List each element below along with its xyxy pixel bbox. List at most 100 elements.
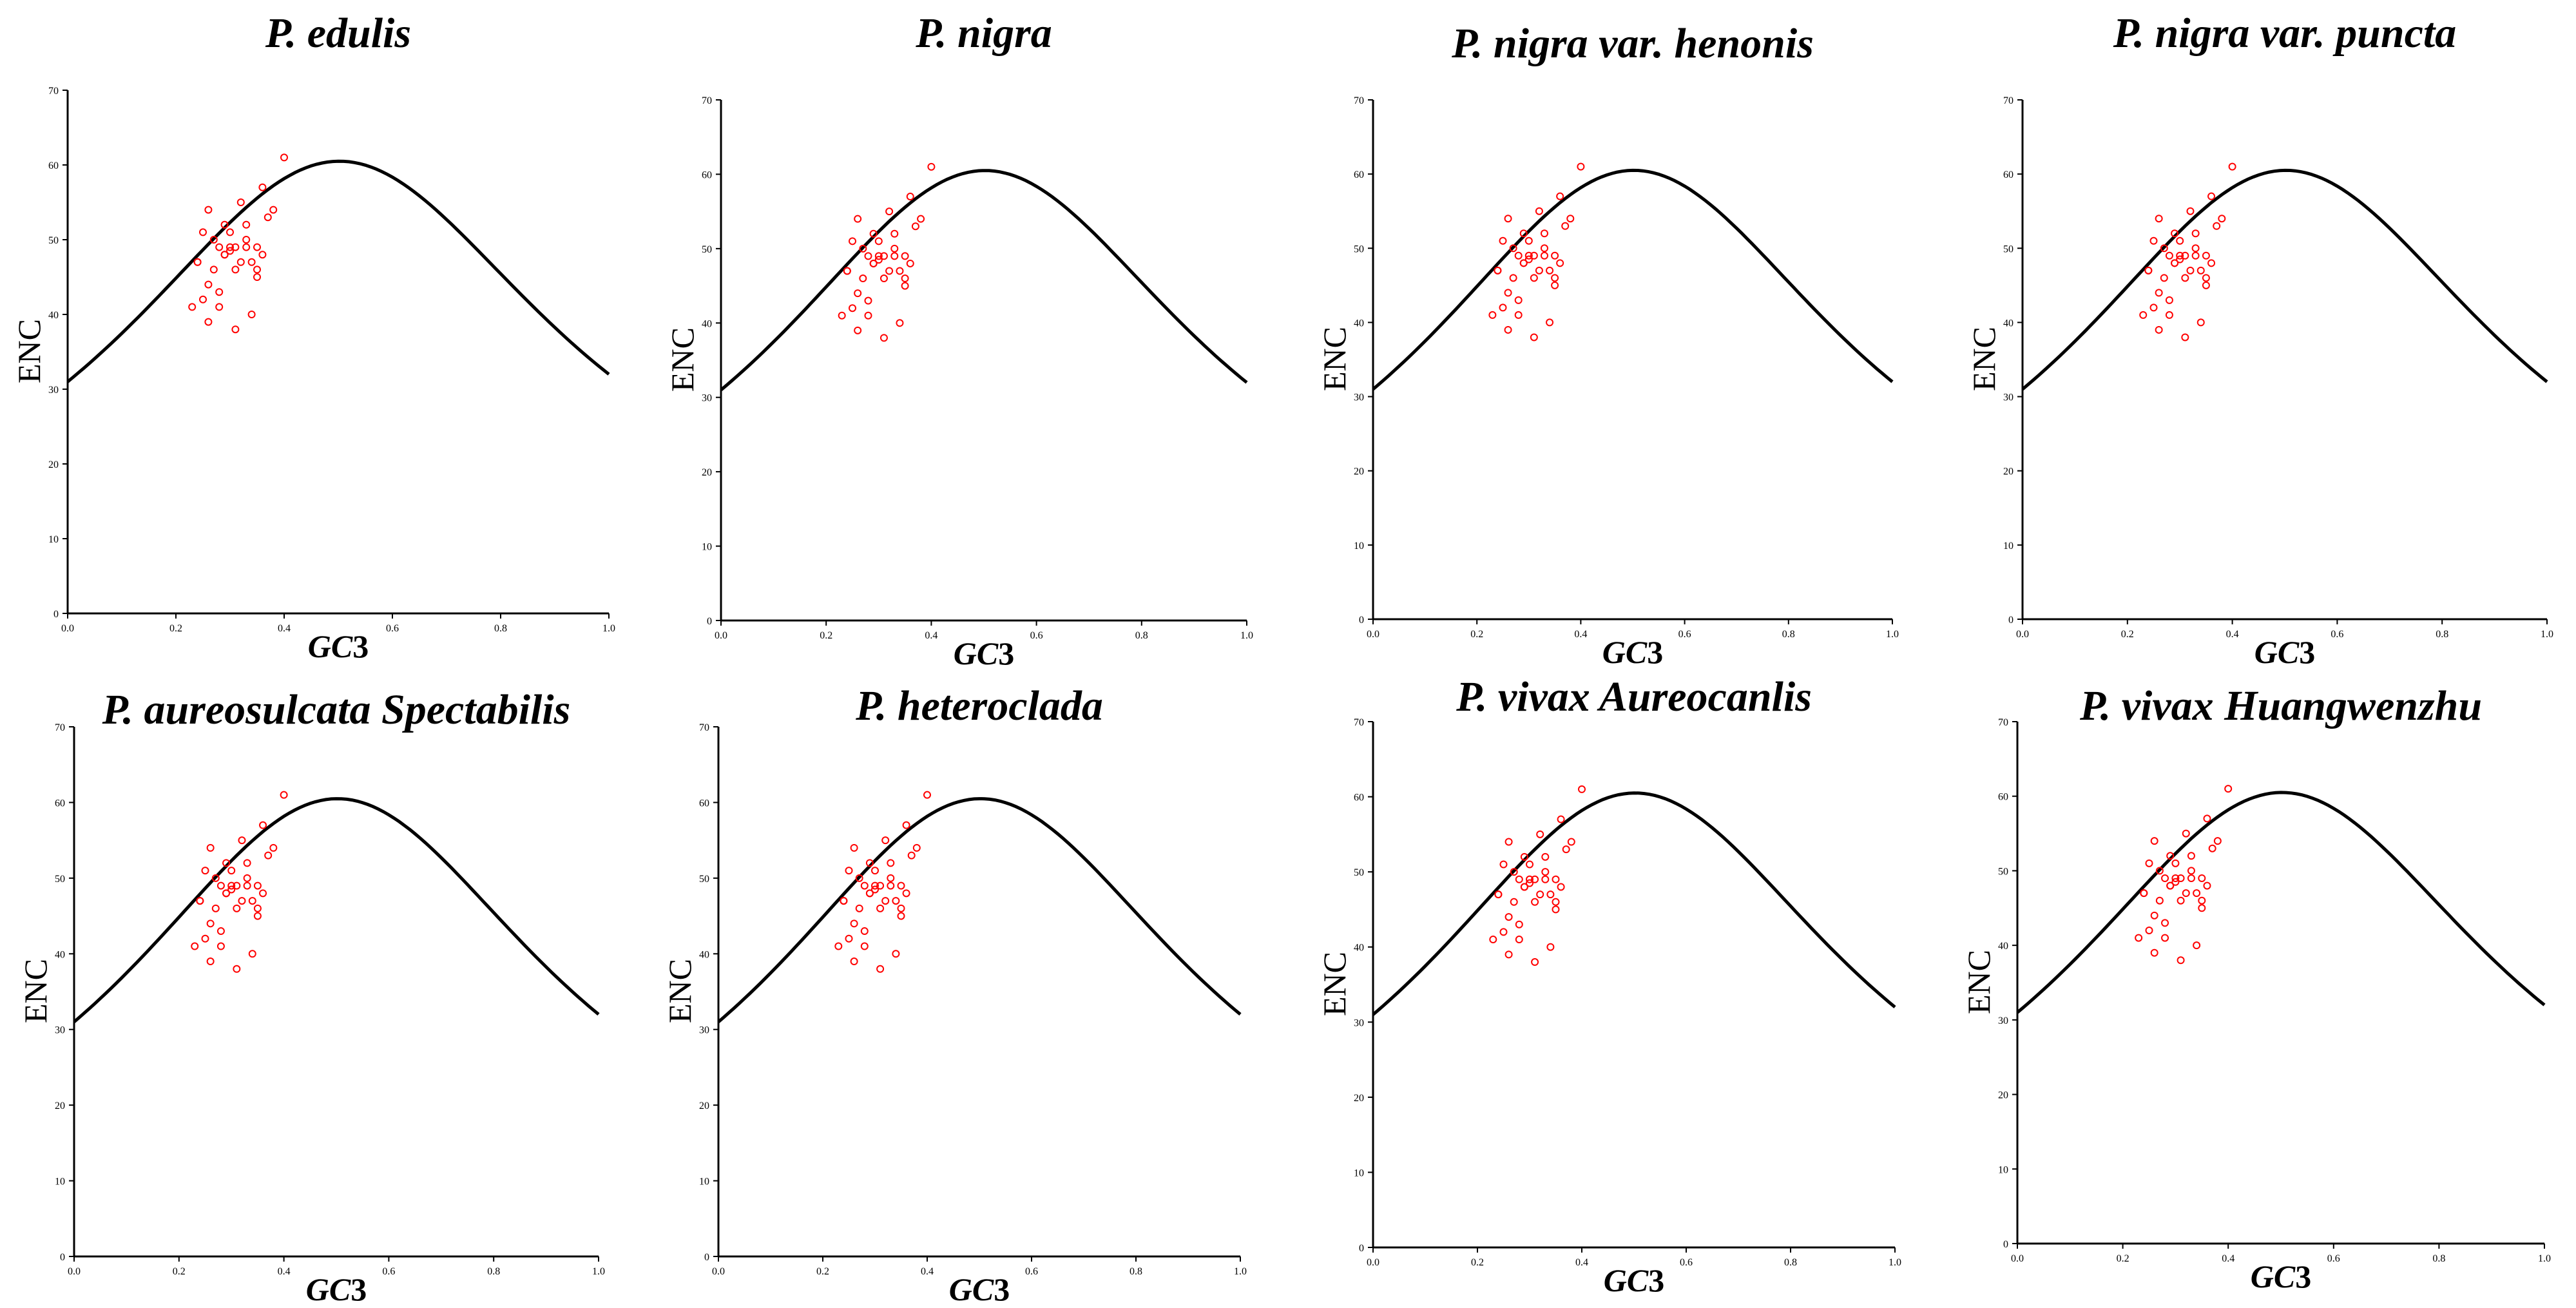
data-point [1535, 266, 1543, 274]
x-tick-label: 1.0 [2541, 629, 2553, 640]
data-point [2198, 896, 2206, 905]
x-tick-label: 0.0 [715, 630, 727, 641]
data-point [871, 867, 879, 875]
y-tick-label: 0 [53, 609, 59, 620]
y-tick-label: 40 [699, 949, 709, 960]
data-point [1504, 325, 1512, 334]
data-point [258, 251, 267, 259]
x-tick-label: 0.2 [1471, 1257, 1484, 1268]
x-tick-label: 0.6 [2331, 629, 2343, 640]
y-tick-label: 70 [702, 95, 712, 106]
data-point [1524, 251, 1533, 260]
data-point [243, 859, 251, 867]
x-tick-label: 0.4 [2226, 629, 2239, 640]
chart-title: P. aureosulcata Spectabilis [102, 686, 571, 733]
data-point [231, 265, 240, 274]
data-point [1514, 296, 1523, 304]
x-tick-label: 0.2 [2117, 1253, 2129, 1264]
data-point [874, 256, 883, 264]
data-point [227, 881, 236, 890]
expected-enc-curve [720, 169, 1248, 392]
data-point [2181, 251, 2189, 260]
data-point [1535, 207, 1543, 215]
scatter-plot: 0.0 0.2 0.4 0.6 0.8 1.0 0 10 20 30 40 50 60 70 [2003, 95, 2553, 640]
expected-enc-curve [66, 159, 610, 383]
data-point [887, 859, 895, 867]
data-point [892, 950, 900, 958]
data-point [2150, 948, 2158, 957]
y-tick-label: 70 [699, 722, 709, 733]
x-axis-label-gc: GC [948, 1271, 994, 1307]
y-tick-label: 50 [2003, 244, 2014, 255]
data-point [215, 288, 224, 296]
x-tick-label: 0.4 [921, 1266, 934, 1277]
data-point [1519, 259, 1528, 267]
y-tick-label: 10 [55, 1177, 65, 1188]
y-axis-label: ENC [662, 959, 698, 1023]
data-point [881, 836, 890, 845]
data-point [226, 228, 234, 236]
x-tick-label: 0.0 [68, 1266, 81, 1277]
data-point [854, 289, 862, 298]
data-point [206, 843, 215, 852]
y-tick-label: 40 [1354, 943, 1364, 954]
x-tick-label: 0.2 [816, 1266, 829, 1277]
data-point [1504, 950, 1513, 959]
data-point [233, 904, 241, 912]
data-point [2155, 289, 2163, 297]
x-tick-label: 0.6 [1680, 1257, 1693, 1268]
data-point [859, 244, 867, 253]
x-axis-label-gc: GC [1603, 1262, 1649, 1298]
data-point [911, 222, 919, 231]
data-point [209, 236, 218, 244]
data-point [2202, 251, 2210, 260]
x-tick-label: 0.2 [2121, 629, 2134, 640]
data-point [259, 889, 267, 898]
y-tick-label: 30 [702, 393, 712, 404]
x-axis-label-suffix: 3 [1647, 634, 1664, 670]
data-point [206, 919, 215, 928]
data-point [231, 243, 240, 251]
chart-title: P. nigra [916, 10, 1052, 57]
x-axis-label: GC3 [2023, 633, 2547, 671]
y-tick-label: 60 [1998, 792, 2008, 803]
data-point [2155, 215, 2163, 223]
y-tick-label: 50 [48, 235, 59, 246]
x-tick-label: 0.4 [2222, 1253, 2235, 1264]
data-point [209, 265, 218, 274]
data-point [869, 229, 878, 238]
data-point [1578, 785, 1586, 793]
data-point [227, 885, 236, 894]
data-point [1504, 838, 1513, 846]
data-point [1557, 815, 1565, 823]
data-point [2166, 852, 2175, 860]
y-tick-label: 60 [1354, 169, 1364, 180]
y-tick-label: 70 [48, 86, 59, 97]
x-axis-label-gc: GC [1602, 634, 1648, 670]
chart-panel-7: P. vivax Aureocanlis 0.0 0.2 0.4 0.6 0.8 1.0 0 1… [1289, 653, 1933, 1307]
data-point [845, 867, 853, 875]
y-tick-label: 30 [1354, 1017, 1364, 1028]
data-point [850, 843, 858, 852]
y-tick-label: 50 [1998, 866, 2008, 877]
data-point [2187, 874, 2195, 882]
data-point [2166, 881, 2175, 890]
x-tick-label: 0.8 [487, 1266, 500, 1277]
data-point [874, 237, 883, 245]
data-point [253, 904, 262, 912]
chart-title: P. heteroclada [856, 682, 1103, 729]
data-point [1494, 890, 1503, 899]
data-point [2177, 956, 2185, 965]
y-axis-label: ENC [11, 319, 47, 383]
data-point [1510, 898, 1518, 906]
chart-title: P. nigra var. puncta [2113, 10, 2457, 57]
data-point [220, 251, 229, 259]
data-point [896, 319, 904, 327]
data-point [2155, 867, 2164, 875]
data-point [1551, 274, 1559, 282]
x-tick-label: 0.8 [1784, 1257, 1797, 1268]
data-point [1514, 251, 1523, 260]
chart-panel-8: P. vivax Huangwenzhu 0.0 0.2 0.4 0.6 0.8 1.0 0 1… [1933, 653, 2576, 1307]
y-tick-label: 10 [48, 534, 59, 545]
data-point [896, 267, 904, 275]
